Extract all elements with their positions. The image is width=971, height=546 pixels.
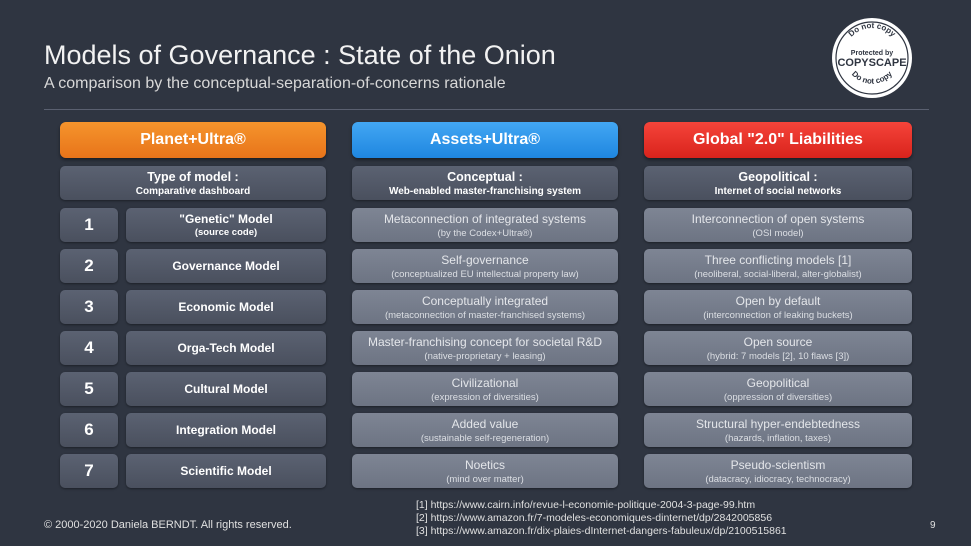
model-name: Scientific Model xyxy=(180,464,272,478)
row-number: 5 xyxy=(60,372,118,406)
column-header-global-liabilities: Global "2.0" Liabilities xyxy=(644,122,912,158)
column-header-planet-ultra: Planet+Ultra® xyxy=(60,122,326,158)
cell-subtext: (neoliberal, social-liberal, alter-globa… xyxy=(694,268,862,280)
model-name: Economic Model xyxy=(178,300,274,314)
column-header-assets-ultra: Assets+Ultra® xyxy=(352,122,618,158)
cell-text: Open source xyxy=(743,334,813,349)
global-liabilities-cell: Geopolitical (oppression of diversities) xyxy=(644,372,912,406)
model-name: Integration Model xyxy=(176,423,276,437)
model-subname: (source code) xyxy=(194,227,258,238)
type-of-model-cell: Type of model : Comparative dashboard xyxy=(60,166,326,200)
cell-text: Conceptually integrated xyxy=(421,293,549,308)
row-number: 1 xyxy=(60,208,118,242)
model-name-cell: "Genetic" Model (source code) xyxy=(126,208,326,242)
cell-subtext: (native-proprietary + leasing) xyxy=(424,350,546,362)
model-name-cell: Economic Model xyxy=(126,290,326,324)
copyscape-seal: Do not copy Protected by COPYSCAPE Do no… xyxy=(832,18,912,98)
row-number: 7 xyxy=(60,454,118,488)
cell-text: Pseudo-scientism xyxy=(730,457,826,472)
reference-link[interactable]: [3] https://www.amazon.fr/dix-plaies-dIn… xyxy=(416,525,787,537)
type-label: Geopolitical : xyxy=(738,169,818,184)
model-name: Cultural Model xyxy=(184,382,268,396)
model-name: "Genetic" Model xyxy=(179,212,273,226)
geopolitical-type-cell: Geopolitical : Internet of social networ… xyxy=(644,166,912,200)
cell-subtext: (expression of diversities) xyxy=(431,391,539,403)
cell-subtext: (oppression of diversities) xyxy=(723,391,833,403)
global-liabilities-cell: Structural hyper-endebtedness (hazards, … xyxy=(644,413,912,447)
cell-subtext: (by the Codex+Ultra®) xyxy=(437,227,533,239)
assets-ultra-cell: Self-governance (conceptualized EU intel… xyxy=(352,249,618,283)
assets-ultra-cell: Added value (sustainable self-regenerati… xyxy=(352,413,618,447)
cell-subtext: (datacracy, idiocracy, technocracy) xyxy=(705,473,851,485)
row-number: 4 xyxy=(60,331,118,365)
global-liabilities-cell: Three conflicting models [1] (neoliberal… xyxy=(644,249,912,283)
assets-ultra-cell: Civilizational (expression of diversitie… xyxy=(352,372,618,406)
cell-subtext: (mind over matter) xyxy=(446,473,524,485)
assets-ultra-cell: Master-franchising concept for societal … xyxy=(352,331,618,365)
model-name: Governance Model xyxy=(172,259,280,273)
global-liabilities-cell: Pseudo-scientism (datacracy, idiocracy, … xyxy=(644,454,912,488)
cell-text: Three conflicting models [1] xyxy=(704,252,852,267)
reference-link[interactable]: [2] https://www.amazon.fr/7-modeles-econ… xyxy=(416,512,773,524)
cell-text: Added value xyxy=(451,416,519,431)
cell-subtext: (OSI model) xyxy=(752,227,804,239)
conceptual-type-cell: Conceptual : Web-enabled master-franchis… xyxy=(352,166,618,200)
cell-text: Metaconnection of integrated systems xyxy=(383,211,587,226)
assets-ultra-cell: Metaconnection of integrated systems (by… xyxy=(352,208,618,242)
type-label: Type of model : xyxy=(147,169,239,184)
cell-text: Self-governance xyxy=(441,252,529,267)
type-sublabel: Internet of social networks xyxy=(714,185,842,197)
cell-text: Geopolitical xyxy=(746,375,810,390)
seal-middle-1: Protected by xyxy=(851,50,894,57)
seal-middle-2: COPYSCAPE xyxy=(837,57,906,69)
row-number: 6 xyxy=(60,413,118,447)
cell-subtext: (interconnection of leaking buckets) xyxy=(703,309,853,321)
cell-text: Master-franchising concept for societal … xyxy=(367,334,603,349)
reference-link[interactable]: [1] https://www.cairn.info/revue-l-econo… xyxy=(416,499,756,511)
cell-subtext: (hybrid: 7 models [2], 10 flaws [3]) xyxy=(706,350,850,362)
title-divider xyxy=(44,109,929,110)
type-sublabel: Web-enabled master-franchising system xyxy=(388,185,582,197)
slide-subtitle: A comparison by the conceptual-separatio… xyxy=(44,75,506,92)
global-liabilities-cell: Interconnection of open systems (OSI mod… xyxy=(644,208,912,242)
row-number: 2 xyxy=(60,249,118,283)
cell-subtext: (conceptualized EU intellectual property… xyxy=(391,268,579,280)
cell-text: Noetics xyxy=(464,457,505,472)
assets-ultra-cell: Noetics (mind over matter) xyxy=(352,454,618,488)
assets-ultra-cell: Conceptually integrated (metaconnection … xyxy=(352,290,618,324)
model-name-cell: Governance Model xyxy=(126,249,326,283)
model-name: Orga-Tech Model xyxy=(177,341,275,355)
row-number: 3 xyxy=(60,290,118,324)
global-liabilities-cell: Open source (hybrid: 7 models [2], 10 fl… xyxy=(644,331,912,365)
page-number: 9 xyxy=(930,520,936,531)
cell-subtext: (metaconnection of master-franchised sys… xyxy=(384,309,586,321)
cell-text: Civilizational xyxy=(451,375,519,390)
model-name-cell: Orga-Tech Model xyxy=(126,331,326,365)
model-name-cell: Scientific Model xyxy=(126,454,326,488)
cell-text: Structural hyper-endebtedness xyxy=(695,416,861,431)
type-label: Conceptual : xyxy=(447,169,523,184)
global-liabilities-cell: Open by default (interconnection of leak… xyxy=(644,290,912,324)
cell-subtext: (hazards, inflation, taxes) xyxy=(724,432,832,444)
type-sublabel: Comparative dashboard xyxy=(135,185,251,197)
model-name-cell: Cultural Model xyxy=(126,372,326,406)
cell-subtext: (sustainable self-regeneration) xyxy=(420,432,550,444)
copyright-notice: © 2000-2020 Daniela BERNDT. All rights r… xyxy=(44,519,292,531)
references: [1] https://www.cairn.info/revue-l-econo… xyxy=(416,499,787,538)
slide-title: Models of Governance : State of the Onio… xyxy=(44,40,556,70)
cell-text: Open by default xyxy=(735,293,821,308)
cell-text: Interconnection of open systems xyxy=(691,211,865,226)
model-name-cell: Integration Model xyxy=(126,413,326,447)
